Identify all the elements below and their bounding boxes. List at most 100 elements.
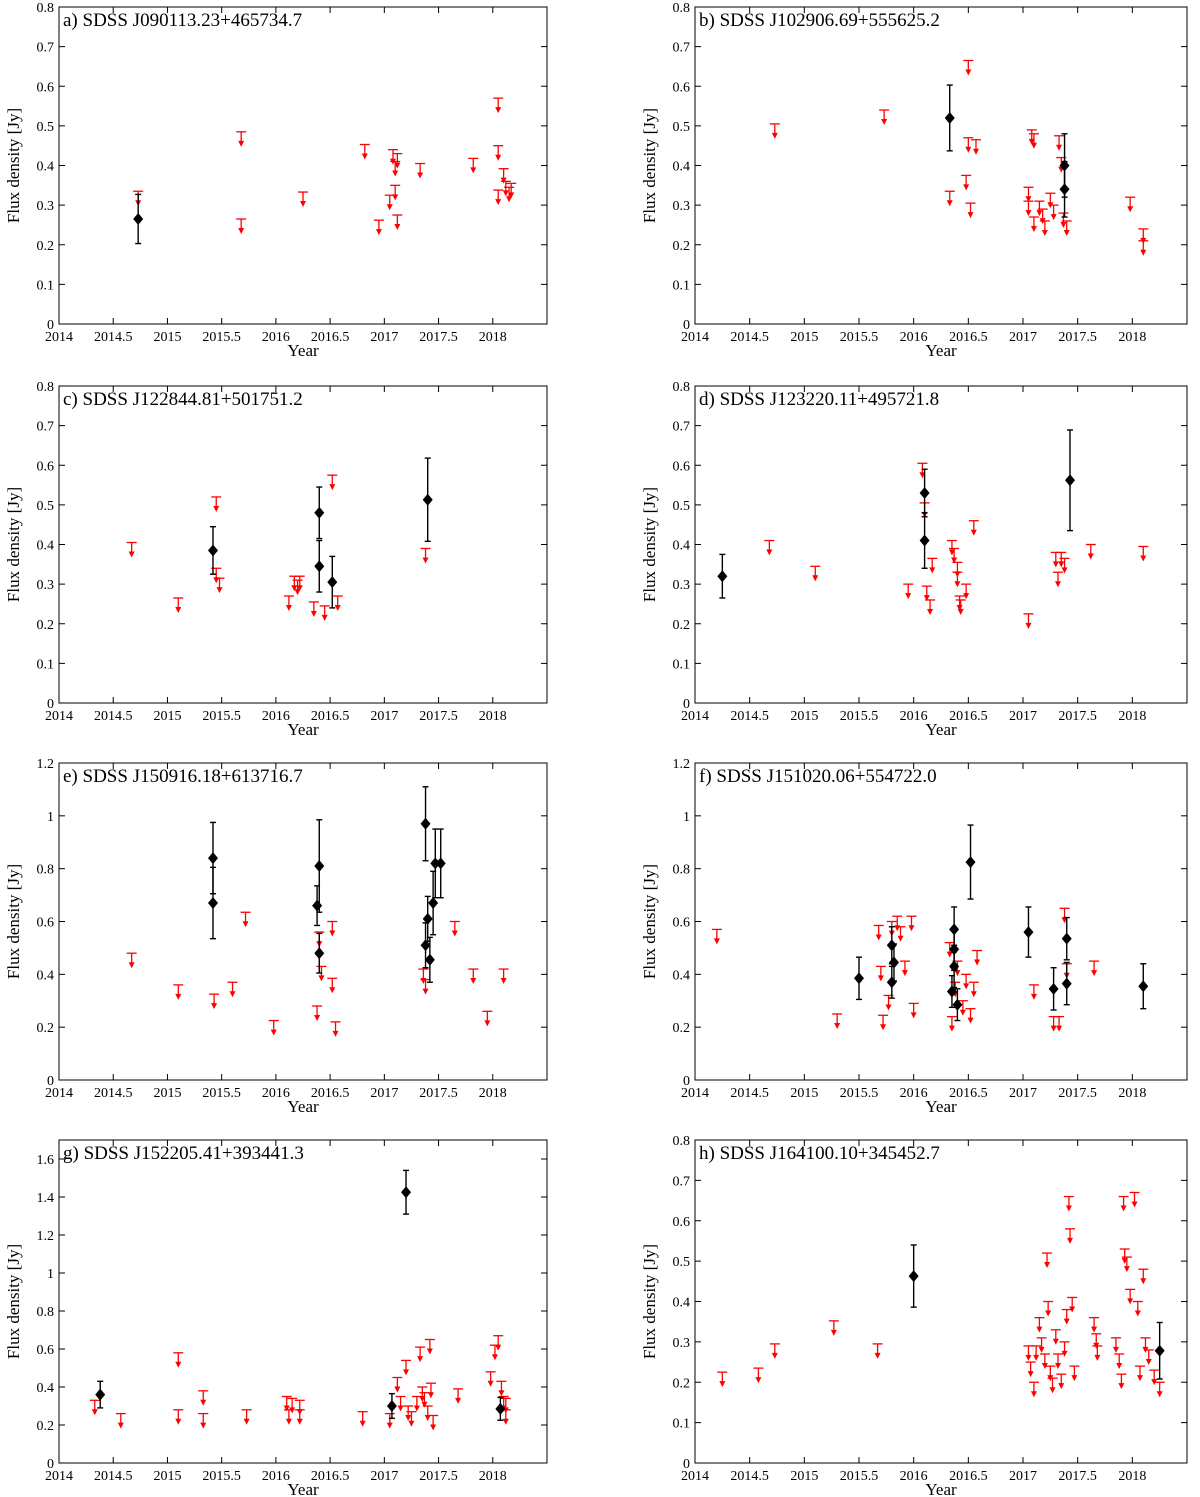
y-tick-label: 0.1	[673, 278, 691, 293]
y-tick-label: 0.5	[673, 499, 691, 514]
x-tick-label: 2014.5	[94, 1469, 133, 1484]
upper-limit-marker	[126, 541, 137, 558]
upper-limit-marker	[1138, 240, 1149, 256]
y-tick-label: 0.4	[673, 539, 691, 554]
upper-limit-marker	[944, 190, 955, 207]
upper-limit-marker	[1026, 129, 1037, 145]
panel-title: e) SDSS J150916.18+613716.7	[63, 766, 303, 787]
upper-limit-marker	[908, 1002, 919, 1019]
x-tick-label: 2015	[790, 1469, 818, 1484]
x-tick-label: 2015	[153, 330, 181, 345]
upper-limit-marker	[332, 595, 343, 612]
upper-limit-marker	[1092, 1345, 1103, 1361]
upper-limit-marker	[173, 984, 184, 1000]
upper-limit-marker	[965, 1008, 976, 1024]
x-axis-title: Year	[287, 341, 319, 360]
upper-limit-marker	[420, 978, 431, 995]
upper-limit-marker	[425, 1382, 436, 1399]
upper-limit-marker	[493, 1335, 504, 1351]
chart-panel: 2014 2014.5 2015 2015.5 2016 2016.5 2017 2017.5…	[4, 380, 548, 739]
x-tick-label: 2015.5	[840, 330, 879, 345]
y-axis-title: Flux density [Jy]	[4, 487, 23, 602]
upper-limit-marker	[1110, 1337, 1121, 1353]
upper-limit-marker	[1116, 1373, 1127, 1390]
x-tick-label: 2017	[370, 1469, 398, 1484]
y-tick-label: 0.5	[37, 499, 55, 514]
y-tick-label: 0.2	[37, 1419, 55, 1434]
upper-limit-marker	[236, 131, 247, 147]
upper-limit-marker	[89, 1399, 100, 1416]
x-tick-label: 2014.5	[94, 1086, 133, 1101]
upper-limit-marker	[1069, 1365, 1080, 1382]
detection-marker	[312, 885, 323, 927]
upper-limit-marker	[1054, 1015, 1065, 1032]
y-tick-label: 0.8	[673, 1, 691, 16]
detection-marker	[95, 1380, 106, 1409]
upper-limit-marker	[1028, 133, 1039, 149]
upper-limit-marker	[972, 949, 983, 966]
plot-frame	[694, 1139, 1188, 1464]
x-tick-label: 2017.5	[1058, 1086, 1097, 1101]
upper-limit-marker	[468, 157, 479, 174]
upper-limit-marker	[944, 941, 955, 958]
upper-limit-marker	[1052, 571, 1063, 588]
upper-limit-marker	[415, 1346, 426, 1363]
upper-limit-marker	[1059, 557, 1070, 574]
x-tick-label: 2015.5	[840, 1086, 879, 1101]
upper-limit-marker	[330, 1021, 341, 1037]
y-tick-label: 0.4	[37, 539, 55, 554]
x-tick-label: 2015.5	[840, 709, 879, 724]
y-tick-label: 1.4	[37, 1191, 55, 1206]
detection-marker	[854, 956, 864, 1001]
y-tick-label: 0	[47, 318, 54, 333]
y-axis-title: Flux density [Jy]	[4, 1244, 23, 1359]
upper-limit-marker	[298, 191, 308, 208]
upper-limit-marker	[292, 579, 303, 596]
upper-limit-marker	[115, 1412, 126, 1429]
y-tick-label: 0.1	[37, 278, 55, 293]
detection-marker	[1061, 916, 1072, 961]
x-tick-label: 2014	[45, 709, 73, 724]
x-tick-label: 2015	[790, 330, 818, 345]
x-tick-label: 2018	[1118, 1086, 1146, 1101]
upper-limit-marker	[957, 1000, 968, 1016]
x-tick-label: 2017.5	[419, 1469, 458, 1484]
upper-limit-marker	[1042, 1252, 1053, 1269]
upper-limit-marker	[1059, 907, 1070, 924]
y-tick-label: 0	[47, 1457, 54, 1472]
upper-limit-marker	[878, 1014, 889, 1031]
detection-marker	[430, 828, 441, 899]
x-tick-label: 2016.5	[311, 1086, 350, 1101]
y-tick-label: 0.2	[673, 239, 691, 254]
x-tick-label: 2015	[790, 1086, 818, 1101]
upper-limit-marker	[895, 926, 906, 942]
x-tick-label: 2018	[479, 709, 507, 724]
detection-marker	[314, 932, 325, 974]
upper-limit-marker	[468, 968, 479, 985]
upper-limit-marker	[1023, 1345, 1034, 1361]
x-tick-label: 2018	[1118, 330, 1146, 345]
upper-limit-marker	[1134, 1365, 1145, 1382]
y-tick-label: 0	[683, 1457, 690, 1472]
upper-limit-marker	[1061, 1308, 1072, 1325]
detection-marker	[495, 1396, 506, 1421]
upper-limit-marker	[453, 1388, 464, 1404]
x-tick-label: 2015	[153, 709, 181, 724]
y-tick-label: 0.3	[673, 1336, 691, 1351]
upper-limit-marker	[968, 981, 979, 998]
detection-marker	[327, 555, 338, 609]
upper-limit-marker	[832, 1013, 843, 1029]
y-tick-label: 0.5	[673, 1255, 691, 1270]
upper-limit-marker	[1028, 984, 1039, 1000]
x-tick-label: 2016.5	[949, 709, 988, 724]
x-tick-label: 2016	[900, 330, 928, 345]
upper-limit-marker	[1149, 1369, 1160, 1386]
y-tick-label: 0.2	[673, 1376, 691, 1391]
upper-limit-marker	[417, 1386, 428, 1402]
plot-frame	[694, 6, 1188, 325]
upper-limit-marker	[968, 520, 979, 536]
upper-limit-marker	[753, 1367, 764, 1384]
x-tick-label: 2016	[900, 1469, 928, 1484]
detection-marker	[422, 457, 433, 543]
chart-panel: 2014 2014.5 2015 2015.5 2016 2016.5 2017 2017.5…	[640, 1134, 1188, 1497]
